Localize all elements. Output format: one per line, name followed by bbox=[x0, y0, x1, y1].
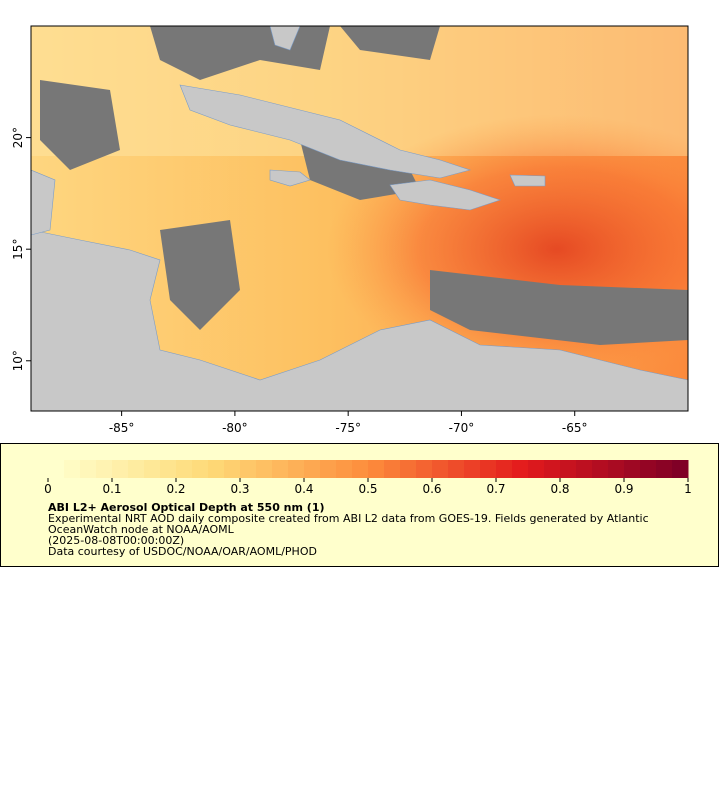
colorbar-step bbox=[512, 460, 529, 478]
map-raster bbox=[31, 26, 688, 411]
legend-line: Experimental NRT AOD daily composite cre… bbox=[48, 512, 649, 525]
colorbar-step bbox=[48, 460, 65, 478]
colorbar-tick-label: 0.5 bbox=[358, 482, 377, 496]
colorbar-step bbox=[272, 460, 289, 478]
legend-line: OceanWatch node at NOAA/AOML bbox=[48, 523, 235, 536]
colorbar-tick-label: 0.3 bbox=[230, 482, 249, 496]
colorbar-step bbox=[544, 460, 561, 478]
colorbar-tick-label: 1 bbox=[684, 482, 692, 496]
colorbar-step bbox=[224, 460, 241, 478]
x-tick-label: -70° bbox=[449, 421, 475, 435]
x-tick-label: -65° bbox=[562, 421, 588, 435]
colorbar-step bbox=[336, 460, 353, 478]
colorbar-step bbox=[192, 460, 209, 478]
legend-line: (2025-08-08T00:00:00Z) bbox=[48, 534, 184, 547]
colorbar-tick-label: 0.9 bbox=[614, 482, 633, 496]
colorbar-step bbox=[128, 460, 145, 478]
y-tick-label: 15° bbox=[11, 239, 25, 260]
colorbar-tick-label: 0.4 bbox=[294, 482, 313, 496]
colorbar-step bbox=[496, 460, 513, 478]
colorbar-step bbox=[400, 460, 417, 478]
colorbar-tick-label: 0.1 bbox=[102, 482, 121, 496]
colorbar-step bbox=[176, 460, 193, 478]
colorbar-step bbox=[592, 460, 609, 478]
y-tick-label: 10° bbox=[11, 350, 25, 371]
colorbar-step bbox=[640, 460, 657, 478]
colorbar-tick-label: 0.8 bbox=[550, 482, 569, 496]
colorbar-step bbox=[608, 460, 625, 478]
colorbar-step bbox=[64, 460, 81, 478]
colorbar-step bbox=[288, 460, 305, 478]
colorbar-step bbox=[160, 460, 177, 478]
land bbox=[31, 26, 688, 411]
colorbar-step bbox=[384, 460, 401, 478]
colorbar-step bbox=[144, 460, 161, 478]
colorbar-step bbox=[576, 460, 593, 478]
colorbar-step bbox=[448, 460, 465, 478]
colorbar-tick-label: 0 bbox=[44, 482, 52, 496]
colorbar-step bbox=[304, 460, 321, 478]
colorbar-step bbox=[480, 460, 497, 478]
colorbar: 0 0.1 0.2 0.3 0.4 0.5 0.6 0.7 0.8 0.9 1 bbox=[44, 460, 692, 496]
colorbar-step bbox=[96, 460, 113, 478]
colorbar-step bbox=[464, 460, 481, 478]
legend-line: Data courtesy of USDOC/NOAA/OAR/AOML/PHO… bbox=[48, 545, 317, 558]
colorbar-step bbox=[320, 460, 337, 478]
colorbar-tick-label: 0.7 bbox=[486, 482, 505, 496]
colorbar-step bbox=[368, 460, 385, 478]
colorbar-step bbox=[432, 460, 449, 478]
colorbar-step bbox=[672, 460, 689, 478]
colorbar-step bbox=[624, 460, 641, 478]
colorbar-step bbox=[112, 460, 129, 478]
colorbar-step bbox=[256, 460, 273, 478]
colorbar-step bbox=[208, 460, 225, 478]
colorbar-tick-label: 0.6 bbox=[422, 482, 441, 496]
x-tick-label: -80° bbox=[222, 421, 248, 435]
y-tick-label: 20° bbox=[11, 127, 25, 148]
legend-title: ABI L2+ Aerosol Optical Depth at 550 nm … bbox=[48, 501, 325, 514]
colorbar-tick-label: 0.2 bbox=[166, 482, 185, 496]
colorbar-step bbox=[240, 460, 257, 478]
colorbar-step bbox=[560, 460, 577, 478]
colorbar-step bbox=[80, 460, 97, 478]
colorbar-step bbox=[416, 460, 433, 478]
x-tick-label: -75° bbox=[335, 421, 361, 435]
colorbar-step bbox=[352, 460, 369, 478]
x-tick-label: -85° bbox=[109, 421, 135, 435]
axes: -85° -80° -75° -70° -65° 10° 15° 20° bbox=[11, 127, 588, 435]
map-frame bbox=[30, 25, 689, 412]
colorbar-step bbox=[528, 460, 545, 478]
colorbar-step bbox=[656, 460, 673, 478]
